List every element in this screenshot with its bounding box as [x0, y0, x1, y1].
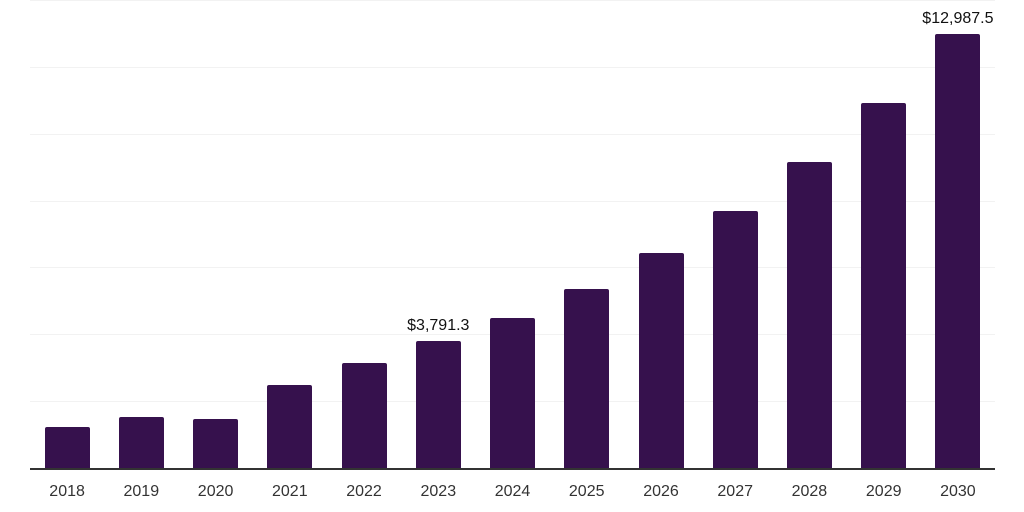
x-tick-2025: 2025: [568, 483, 605, 500]
bar-2027: [712, 210, 758, 468]
gridline-10000: [30, 134, 995, 135]
x-axis: 2018 2019 2020 2021 2022 2023 2024 2025 2026 2027…: [30, 484, 995, 506]
x-tick-2029: 2029: [865, 483, 902, 500]
bar-2021: [267, 385, 313, 468]
bar-2020: [193, 419, 239, 468]
gridline-12000: [30, 67, 995, 68]
bar-2023: [415, 341, 461, 468]
value-label-2030: $12,987.5: [922, 9, 994, 27]
gridline-6000: [30, 267, 995, 268]
x-tick-2021: 2021: [272, 483, 308, 500]
gridline-8000: [30, 201, 995, 202]
bar-2028: [786, 161, 832, 468]
bar-2022: [341, 362, 387, 468]
bar-2019: [118, 416, 164, 468]
bar-2026: [638, 252, 684, 468]
x-tick-2020: 2020: [197, 483, 234, 500]
x-tick-2019: 2019: [123, 483, 160, 500]
x-tick-2026: 2026: [643, 483, 679, 500]
x-tick-2027: 2027: [717, 483, 753, 500]
value-label-2023: $3,791.3: [407, 317, 470, 335]
x-tick-2023: 2023: [420, 483, 457, 500]
bar-2029: [861, 103, 907, 468]
bar-2030: [935, 33, 981, 468]
x-tick-2030: 2030: [940, 483, 976, 500]
x-tick-2024: 2024: [494, 483, 531, 500]
plot-area: $3,791.3 $12,987.5: [30, 0, 995, 470]
bar-2025: [564, 288, 610, 468]
x-tick-2018: 2018: [49, 483, 85, 500]
x-tick-2028: 2028: [791, 483, 828, 500]
bar-2018: [44, 426, 90, 468]
x-tick-2022: 2022: [346, 483, 382, 500]
gridline-14000: [30, 0, 995, 1]
bar-2024: [490, 317, 535, 468]
